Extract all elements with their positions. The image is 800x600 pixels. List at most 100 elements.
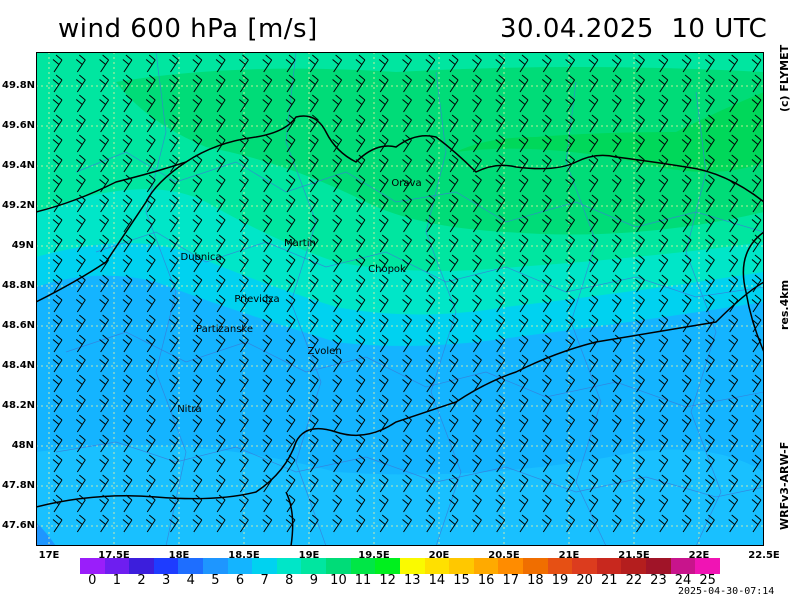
lat-tick-label: 49N (11, 240, 34, 251)
wind-barb (402, 294, 412, 313)
wind-barb (588, 94, 599, 113)
wind-barb (751, 114, 762, 133)
lat-tick-label: 47.6N (2, 520, 36, 531)
wind-barb (122, 374, 133, 393)
wind-barb (355, 134, 366, 153)
wind-barb (355, 514, 366, 533)
district-boundary (285, 52, 327, 546)
city-label: Martin (284, 238, 316, 249)
wind-barb (495, 294, 506, 313)
wind-barb (728, 374, 739, 393)
wind-barb (75, 294, 86, 313)
lon-tick-label: 19.5E (358, 550, 390, 561)
colorbar-label: 8 (285, 573, 294, 588)
colorbar-label: 18 (527, 573, 544, 588)
wind-barb (75, 374, 86, 393)
wind-barb (751, 154, 762, 173)
city-label: Nitra (177, 404, 201, 415)
wind-barb (705, 214, 715, 233)
wind-barb (52, 514, 63, 533)
wind-barb (122, 94, 133, 113)
wind-barb (285, 294, 296, 313)
wind-barb (355, 414, 366, 433)
wind-barb (402, 394, 412, 413)
wind-barb (681, 454, 692, 473)
border-danube (285, 491, 294, 546)
wind-barb (285, 194, 296, 213)
wind-barb (169, 454, 179, 473)
wind-barb (635, 294, 645, 313)
wind-barb (355, 354, 366, 373)
colorbar-label: 4 (186, 573, 195, 588)
colorbar-swatch (129, 558, 154, 574)
wind-barb (472, 94, 482, 113)
wind-barb (611, 234, 622, 253)
wind-barb (541, 474, 552, 493)
wind-barb (308, 494, 319, 513)
wind-barb (52, 374, 63, 393)
wind-barb (705, 274, 715, 293)
wind-barb (402, 254, 412, 273)
wind-barb (145, 174, 156, 193)
wind-barb (285, 174, 296, 193)
wind-barb (658, 374, 669, 393)
wind-barb (588, 134, 599, 153)
wind-barb (169, 374, 179, 393)
colorbar-swatch (547, 558, 573, 574)
wind-barb (285, 54, 296, 73)
wind-barb (145, 94, 156, 113)
wind-barb (681, 154, 692, 173)
wind-barb (565, 514, 576, 533)
wind-barb (99, 234, 110, 253)
wind-barb (239, 154, 249, 173)
wind-barb (378, 174, 389, 193)
wind-barb (378, 454, 389, 473)
wind-barb (705, 414, 715, 433)
wind-barb (122, 74, 133, 93)
wind-barb (705, 374, 715, 393)
wind-barb (495, 114, 506, 133)
wind-barb (332, 114, 343, 133)
wind-barb (122, 294, 133, 313)
wind-barb (588, 234, 599, 253)
wind-barb (169, 434, 179, 453)
wind-barb (192, 294, 203, 313)
wind-barb (495, 494, 506, 513)
wind-barb (308, 254, 319, 273)
wind-barb (285, 94, 296, 113)
wind-barb (402, 494, 412, 513)
lat-tick-label: 48.4N (2, 360, 36, 371)
wind-barb (728, 234, 739, 253)
wind-barb (169, 334, 179, 353)
wind-barb (635, 174, 645, 193)
wind-barb (192, 514, 203, 533)
lon-tick-label: 21E (558, 550, 580, 561)
wind-barb (192, 314, 203, 333)
wind-barb (145, 354, 156, 373)
wind-barb (75, 454, 86, 473)
wind-barb (332, 454, 343, 473)
wind-barb (588, 394, 599, 413)
wind-barb (728, 154, 739, 173)
wind-barb (611, 314, 622, 333)
wind-barb (705, 254, 715, 273)
lat-tick-label: 48.8N (2, 280, 36, 291)
wind-barb (122, 154, 133, 173)
wind-barb (192, 334, 203, 353)
district-boundary (565, 81, 607, 546)
wind-barb (308, 154, 319, 173)
wind-barb (239, 174, 249, 193)
colorbar-label: 10 (330, 573, 347, 588)
wind-barb (751, 494, 762, 513)
wind-barb (99, 154, 110, 173)
wind-barb (611, 454, 622, 473)
wind-barb (705, 314, 715, 333)
wind-barb (262, 94, 273, 113)
wind-barb (588, 174, 599, 193)
wind-barb (635, 134, 645, 153)
wind-barb (52, 434, 63, 453)
wind-barb (588, 154, 599, 173)
wind-barb (472, 354, 482, 373)
wind-barb (239, 314, 249, 333)
wind-barb (681, 234, 692, 253)
